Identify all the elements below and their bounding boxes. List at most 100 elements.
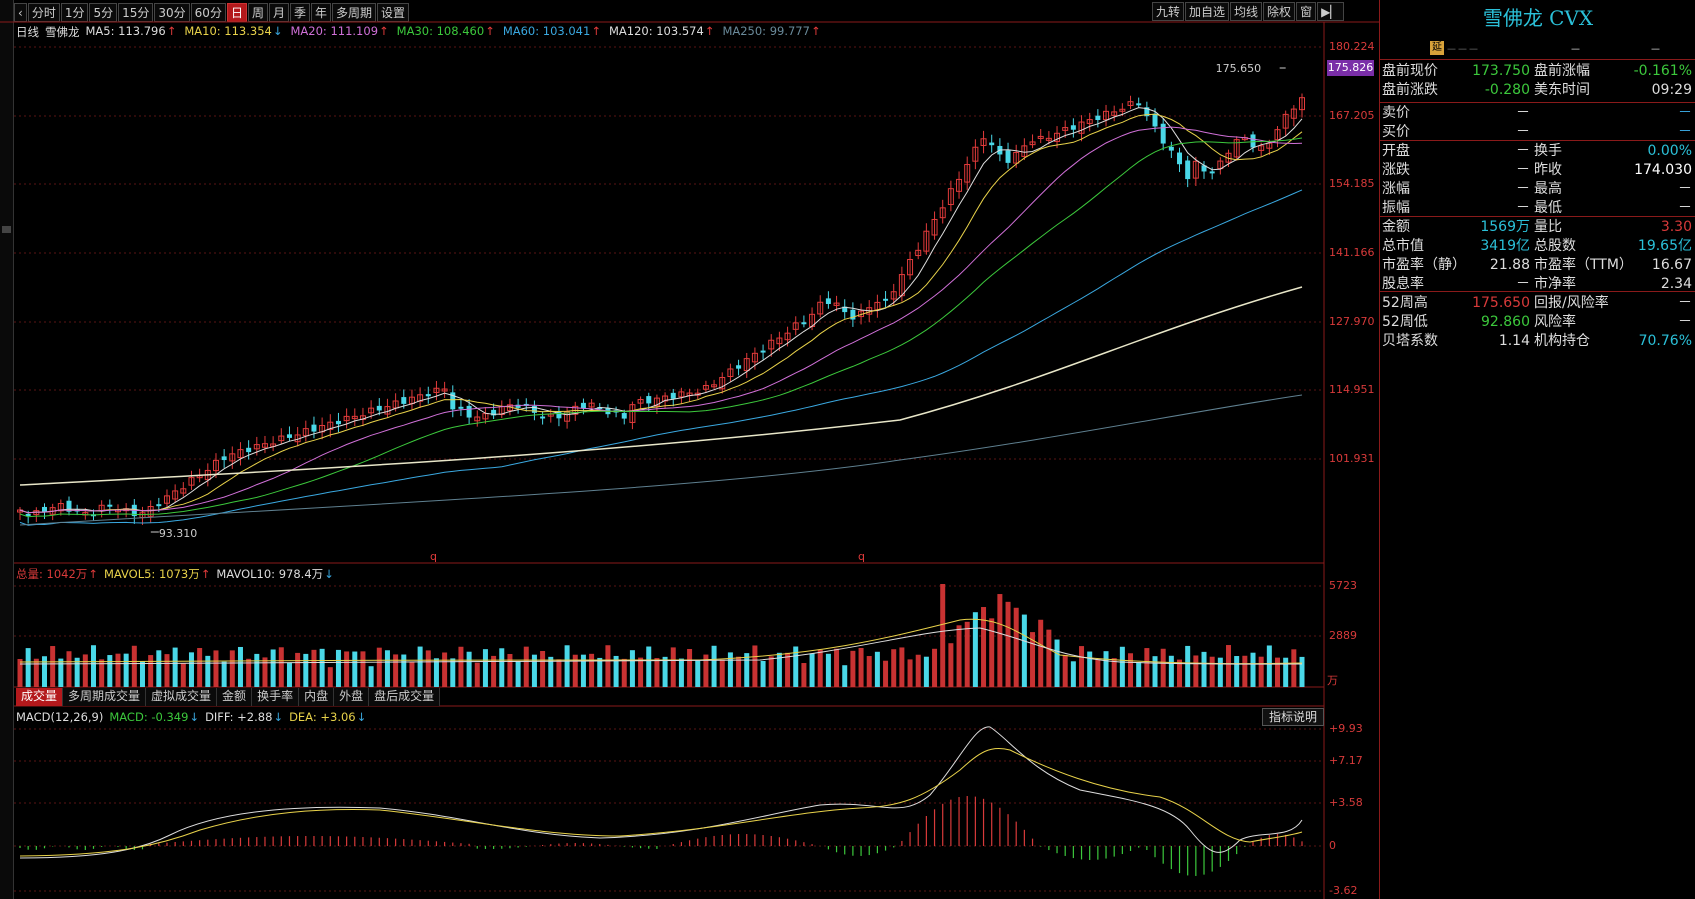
period-tab-4[interactable]: 30分: [154, 2, 190, 22]
period-tab-3[interactable]: 15分: [118, 2, 154, 22]
volume-bar: [1013, 607, 1019, 687]
quote-label-10-b: 市盈率（TTM）: [1534, 257, 1633, 273]
volume-tabs: 成交量 多周期成交量 虚拟成交量 金额 换手率 内盘 外盘 盘后成交量: [16, 688, 441, 706]
quote-label-1-a: 盘前涨跌: [1382, 82, 1438, 98]
period-tab-7[interactable]: 周: [247, 2, 268, 22]
quote-label-1-b: 美东时间: [1534, 82, 1590, 98]
candle-body: [842, 306, 848, 313]
volume-bar: [262, 657, 268, 687]
chart-tool-2[interactable]: 均线: [1230, 2, 1263, 21]
quote-label-14-a: 贝塔系数: [1382, 333, 1438, 349]
volume-tab-1[interactable]: 多周期成交量: [63, 688, 147, 706]
quote-row-12: 52周高 175.650 回报/风险率 －: [1380, 294, 1695, 312]
ma-legend-item-label-6: MA250: 99.777: [722, 24, 810, 38]
ma-legend: 日线 雪佛龙 MA5: 113.796↑ MA10: 113.354↓ MA20: …: [16, 24, 821, 40]
quote-label-11-b: 市净率: [1534, 276, 1576, 292]
period-tab-12[interactable]: 设置: [377, 2, 410, 22]
quote-label-3-a: 买价: [1382, 124, 1410, 140]
volume-tab-7[interactable]: 盘后成交量: [369, 688, 441, 706]
period-tab-9[interactable]: 季: [290, 2, 311, 22]
quote-value-9-a: 3419亿: [1480, 238, 1530, 254]
volume-bar: [458, 646, 464, 687]
chart-tool-0[interactable]: 九转: [1152, 2, 1185, 21]
volume-tab-6[interactable]: 外盘: [334, 688, 370, 706]
indicator-explain-button[interactable]: 指标说明: [1262, 708, 1325, 726]
volume-bar: [744, 653, 750, 687]
quote-row-0: 盘前现价 173.750 盘前涨幅 -0.161%: [1380, 62, 1695, 80]
quote-value-12-a: 175.650: [1472, 295, 1530, 311]
strip-handle-icon[interactable]: [2, 226, 11, 233]
volume-bar: [148, 655, 154, 687]
ma-legend-item-label-3: MA30: 108.460: [396, 24, 485, 38]
volume-bar: [1103, 651, 1109, 687]
left-strip[interactable]: [0, 0, 14, 899]
candle-body: [1152, 113, 1158, 127]
quote-label-9-a: 总市值: [1382, 238, 1424, 254]
volume-tab-2[interactable]: 虚拟成交量: [146, 688, 218, 706]
volume-bar: [556, 659, 562, 687]
period-tab-1[interactable]: 1分: [60, 2, 89, 22]
volume-bar: [156, 650, 162, 687]
chart-tool-1[interactable]: 加自选: [1185, 2, 1230, 21]
candle-body: [221, 456, 227, 461]
quote-row-8: 金额 1569万 量比 3.30: [1380, 218, 1695, 236]
period-label: 日线: [16, 25, 39, 39]
ma-legend-item-6: MA250: 99.777↑: [722, 24, 820, 40]
candle-body: [335, 420, 341, 425]
chart-tool-4[interactable]: 窗: [1296, 2, 1317, 21]
macd-legend-item-label-3: DEA: +3.06: [289, 710, 356, 724]
volume-bar: [1111, 658, 1117, 687]
chart-canvas[interactable]: 175.650 93.310 q q: [0, 0, 1379, 899]
quote-value-1-a: -0.280: [1484, 82, 1530, 98]
volume-tab-4[interactable]: 换手率: [252, 688, 300, 706]
macd-legend-item-0: MACD(12,26,9): [16, 710, 103, 724]
low-annotation: 93.310: [159, 527, 198, 540]
period-tab-5[interactable]: 60分: [190, 2, 226, 22]
volume-bar: [801, 663, 807, 687]
period-tab-6[interactable]: 日: [226, 2, 247, 22]
volume-bar: [344, 651, 350, 687]
ma250-line: [19, 394, 1303, 526]
volume-bar: [90, 645, 96, 687]
candle-body: [923, 230, 930, 252]
period-tab-2[interactable]: 5分: [89, 2, 118, 22]
candle-body: [1177, 152, 1183, 165]
period-tab-0[interactable]: 分时: [27, 2, 60, 22]
quote-row-9: 总市值 3419亿 总股数 19.65亿: [1380, 237, 1695, 255]
ma-legend-item-label-0: MA5: 113.796: [85, 24, 166, 38]
volume-tab-0[interactable]: 成交量: [16, 688, 64, 706]
quote-label-0-a: 盘前现价: [1382, 63, 1438, 79]
quote-value-7-b: －: [1678, 200, 1692, 216]
volume-bar: [776, 652, 782, 687]
candle-body: [915, 249, 922, 257]
volume-bar: [442, 652, 448, 687]
collapse-right-icon[interactable]: ▶▏: [1317, 2, 1344, 21]
quote-value-9-b: 19.65亿: [1637, 238, 1692, 254]
candle-body: [425, 394, 431, 397]
macd-legend-item-label-1: MACD: -0.349: [109, 710, 189, 724]
quote-row-10: 市盈率（静） 21.88 市盈率（TTM） 16.67: [1380, 256, 1695, 274]
quote-value-4-b: 0.00%: [1647, 143, 1692, 159]
period-tab-8[interactable]: 月: [268, 2, 289, 22]
volume-tab-3[interactable]: 金额: [217, 688, 253, 706]
quote-label-8-b: 量比: [1534, 219, 1562, 235]
price-tick-1: 167.205: [1329, 109, 1375, 122]
candle-body: [825, 298, 831, 304]
chart-tool-3[interactable]: 除权: [1263, 2, 1296, 21]
volume-tab-5[interactable]: 内盘: [299, 688, 335, 706]
period-tab-11[interactable]: 多周期: [332, 2, 377, 22]
macd-legend-item-1: MACD: -0.349↓: [109, 710, 199, 724]
candle-body: [736, 365, 742, 369]
candle-body: [107, 504, 113, 507]
toolbar-left-edge[interactable]: ‹: [14, 2, 27, 22]
volume-bar: [278, 647, 284, 687]
volume-bar: [1144, 648, 1150, 687]
candle-body: [1054, 132, 1061, 142]
quote-value-5-a: －: [1516, 162, 1530, 178]
candle-body: [1111, 111, 1118, 116]
period-tab-10[interactable]: 年: [311, 2, 332, 22]
volume-bar: [1054, 639, 1060, 687]
up-arrow-icon: ↑: [810, 24, 821, 38]
quote-label-6-a: 涨幅: [1382, 181, 1410, 197]
volume-bar: [1168, 655, 1174, 687]
